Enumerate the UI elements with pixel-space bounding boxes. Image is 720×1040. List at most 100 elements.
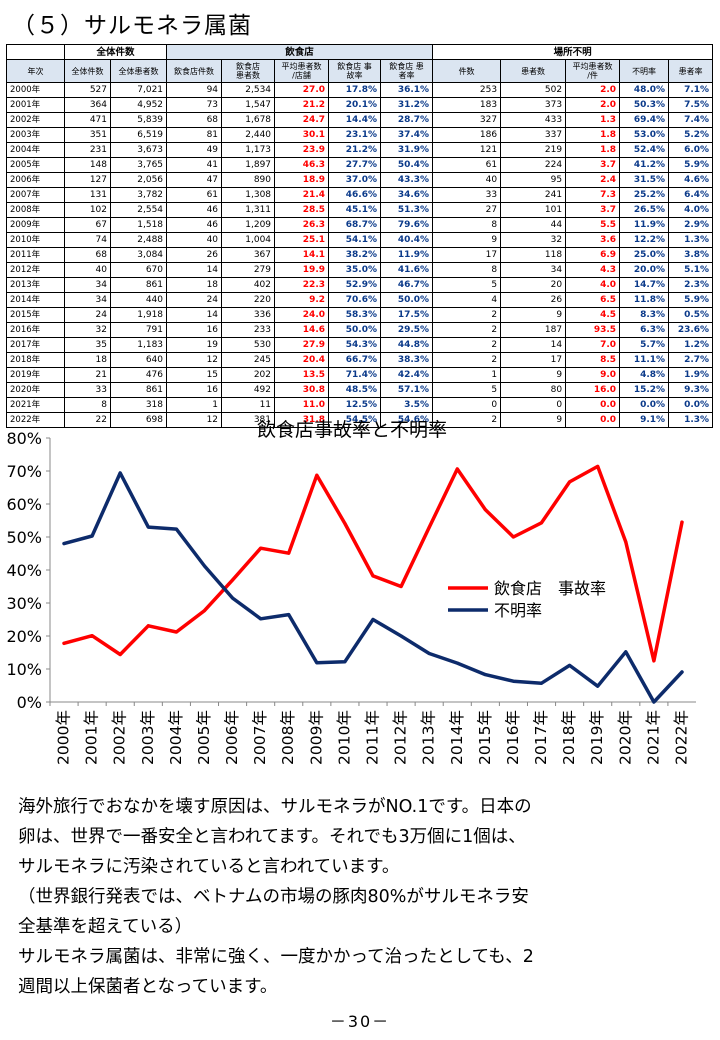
legend-label: 飲食店 事故率 bbox=[494, 579, 606, 598]
data-point bbox=[399, 634, 403, 638]
data-point bbox=[90, 534, 94, 538]
table-cell: 24 bbox=[166, 292, 223, 308]
series-line-restaurant-accident-rate bbox=[62, 464, 684, 663]
table-row: 2022年 22 698 12 381 31.8 54.5% 54.6% 2 9 0.0 9.1% 1.… bbox=[6, 412, 714, 428]
table-cell: 47 bbox=[166, 172, 223, 188]
table-cell: 35 bbox=[64, 337, 111, 353]
page-number: －30－ bbox=[329, 1012, 391, 1031]
table-cell: 8.3% bbox=[619, 307, 670, 323]
table-cell: 2,056 bbox=[109, 172, 168, 188]
table-cell: 74 bbox=[64, 232, 111, 248]
salmonella-table: 全体件数 飲食店 場所不明 年次 全体件数 全体患者数 飲食店件数 飲食店 患者数 平均患… bbox=[6, 44, 714, 428]
table-cell: 2014年 bbox=[6, 292, 65, 308]
table-cell: 530 bbox=[221, 337, 276, 353]
table-cell: 1,183 bbox=[109, 337, 168, 353]
table-cell: 2022年 bbox=[6, 412, 65, 428]
table-cell: 2.3% bbox=[668, 277, 714, 293]
x-tick-label: 2012年 bbox=[392, 710, 410, 765]
table-cell: 8 bbox=[432, 217, 502, 233]
table-cell: 57.1% bbox=[380, 382, 434, 398]
x-tick-label: 2018年 bbox=[560, 710, 578, 765]
data-point bbox=[652, 659, 656, 663]
table-cell: 95 bbox=[500, 172, 567, 188]
column-header: 患者数 bbox=[500, 59, 567, 83]
legend-label: 不明率 bbox=[494, 601, 542, 620]
table-cell: 3.7 bbox=[565, 202, 621, 218]
table-cell: 9 bbox=[500, 307, 567, 323]
table-cell: 4 bbox=[432, 292, 502, 308]
table-cell: 17.8% bbox=[328, 82, 382, 98]
table-cell: 15 bbox=[166, 367, 223, 383]
table-cell: 4.8% bbox=[619, 367, 670, 383]
table-cell: 2.9% bbox=[668, 217, 714, 233]
table-cell: 11.9% bbox=[619, 217, 670, 233]
table-cell: 279 bbox=[221, 262, 276, 278]
table-cell: 54.3% bbox=[328, 337, 382, 353]
table-cell: 2,488 bbox=[109, 232, 168, 248]
x-tick-label: 2010年 bbox=[335, 710, 353, 765]
table-row: 2017年 35 1,183 19 530 27.9 54.3% 44.8% 2 14 7.0 5.7… bbox=[6, 337, 714, 353]
table-cell: 2 bbox=[432, 352, 502, 368]
table-cell: 14.4% bbox=[328, 112, 382, 128]
table-cell: 3.6 bbox=[565, 232, 621, 248]
table-row: 2006年 127 2,056 47 890 18.9 37.0% 43.3% 40 95 2.4 3… bbox=[6, 172, 714, 188]
table-cell: 0.0% bbox=[668, 397, 714, 413]
data-point bbox=[202, 564, 206, 568]
table-cell: 4.0% bbox=[668, 202, 714, 218]
table-cell: 502 bbox=[500, 82, 567, 98]
table-cell: 245 bbox=[221, 352, 276, 368]
body-text-line: サルモネラ属菌は、非常に強く、一度かかって治ったとしても、2 bbox=[18, 947, 534, 967]
table-cell: 7.5% bbox=[668, 97, 714, 113]
table-cell: 231 bbox=[64, 142, 111, 158]
data-point bbox=[652, 700, 656, 704]
table-cell: 21.2 bbox=[274, 97, 330, 113]
y-tick-label: 80% bbox=[6, 429, 42, 448]
table-cell: 61 bbox=[432, 157, 502, 173]
table-cell: 1,897 bbox=[221, 157, 276, 173]
table-cell: 14 bbox=[500, 337, 567, 353]
table-cell: 1,209 bbox=[221, 217, 276, 233]
table-cell: 253 bbox=[432, 82, 502, 98]
table-cell: 53.0% bbox=[619, 127, 670, 143]
table-cell: 14 bbox=[166, 262, 223, 278]
body-text-line: 海外旅行でおなかを壊す原因は、サルモネラがNO.1です。日本の bbox=[18, 797, 532, 817]
table-cell: 20 bbox=[500, 277, 567, 293]
table-cell: 16 bbox=[166, 382, 223, 398]
data-point bbox=[427, 525, 431, 529]
table-cell: 9.0 bbox=[565, 367, 621, 383]
table-cell: 5.5 bbox=[565, 217, 621, 233]
table-row: 2002年 471 5,839 68 1,678 24.7 14.4% 28.7% 327 433… bbox=[6, 112, 714, 128]
table-cell: 3,765 bbox=[109, 157, 168, 173]
table-cell: 9 bbox=[500, 367, 567, 383]
y-tick-label: 10% bbox=[6, 660, 42, 679]
table-cell: 5.1% bbox=[668, 262, 714, 278]
data-point bbox=[427, 651, 431, 655]
table-row: 2015年 24 1,918 14 336 24.0 58.3% 17.5% 2 9 4.5 8.3%… bbox=[6, 307, 714, 323]
table-cell: 26.5% bbox=[619, 202, 670, 218]
table-cell: 14.1 bbox=[274, 247, 330, 263]
body-text-line: 卵は、世界で一番安全と言われてます。それでも3万個に1個は、 bbox=[18, 827, 526, 847]
table-cell: 367 bbox=[221, 247, 276, 263]
table-cell: 17.5% bbox=[380, 307, 434, 323]
table-cell: 36.1% bbox=[380, 82, 434, 98]
table-cell: 38.3% bbox=[380, 352, 434, 368]
table-cell: 48.5% bbox=[328, 382, 382, 398]
table-cell: 2009年 bbox=[6, 217, 65, 233]
table-cell: 890 bbox=[221, 172, 276, 188]
column-header: 年次 bbox=[6, 59, 65, 83]
data-point bbox=[568, 663, 572, 667]
data-point bbox=[231, 596, 235, 600]
table-cell: 44 bbox=[500, 217, 567, 233]
table-cell: 2005年 bbox=[6, 157, 65, 173]
data-point bbox=[343, 521, 347, 525]
table-cell: 2012年 bbox=[6, 262, 65, 278]
table-cell: 50.3% bbox=[619, 97, 670, 113]
table-cell: 46.6% bbox=[328, 187, 382, 203]
data-point bbox=[624, 650, 628, 654]
table-cell: 3.7 bbox=[565, 157, 621, 173]
x-tick-label: 2013年 bbox=[420, 710, 438, 765]
table-cell: 46 bbox=[166, 217, 223, 233]
table-cell: 34 bbox=[500, 262, 567, 278]
body-text: 海外旅行でおなかを壊す原因は、サルモネラがNO.1です。日本の 卵は、世界で一番安… bbox=[18, 792, 708, 1002]
table-cell: 492 bbox=[221, 382, 276, 398]
